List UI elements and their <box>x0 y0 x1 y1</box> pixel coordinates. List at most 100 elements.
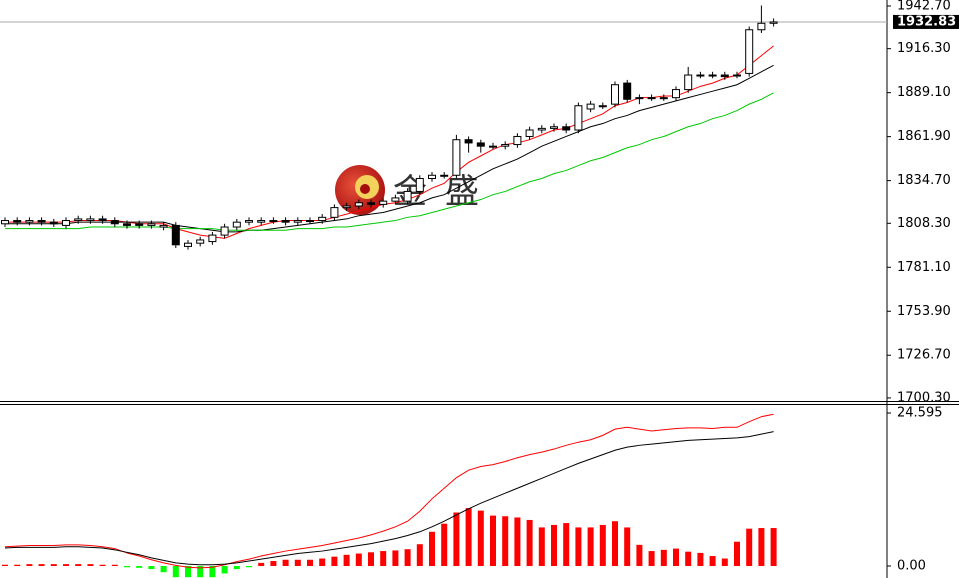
candle-body <box>232 221 241 228</box>
y-tick-label: 0.00 <box>897 558 926 573</box>
candle-body <box>720 74 729 78</box>
histogram-bar <box>111 564 118 566</box>
candle-body <box>281 220 290 223</box>
histogram-bar <box>770 528 777 566</box>
indicator-line <box>5 64 774 233</box>
candle-body <box>708 74 717 77</box>
histogram-bar <box>209 565 216 578</box>
candle-body <box>550 126 558 129</box>
histogram-bar <box>50 564 57 566</box>
candle-body <box>147 223 156 226</box>
histogram-bar <box>307 559 313 566</box>
histogram-bar <box>636 544 643 566</box>
candle-body <box>184 242 192 247</box>
histogram-bar <box>538 527 545 566</box>
histogram-bar <box>660 549 667 566</box>
histogram-bar <box>136 565 143 568</box>
histogram-bar <box>38 564 45 566</box>
candle-body <box>49 221 58 225</box>
indicator-panel <box>2 413 777 578</box>
histogram-bar <box>99 564 106 566</box>
histogram-bar <box>441 523 448 566</box>
histogram-bar <box>282 559 289 566</box>
candle-body <box>464 139 473 144</box>
histogram-bar <box>709 556 716 566</box>
candle-body <box>245 220 253 223</box>
histogram-bar <box>75 564 82 566</box>
candle-body <box>257 220 266 223</box>
histogram-bar <box>14 564 21 566</box>
histogram-bar <box>270 561 277 566</box>
candle-body <box>330 207 339 218</box>
candle-body <box>25 220 34 223</box>
histogram-bar <box>502 516 509 566</box>
candle-body <box>110 220 119 225</box>
histogram-bar <box>355 553 362 566</box>
histogram-bar <box>416 544 423 566</box>
y-tick-label: 1834.70 <box>897 173 951 188</box>
candle-body <box>574 105 583 131</box>
candle-body <box>611 84 619 105</box>
candle-body <box>123 223 131 226</box>
histogram-bar <box>526 519 533 566</box>
candle-body <box>159 224 168 228</box>
histogram-bar <box>160 565 167 573</box>
candle-body <box>391 197 400 202</box>
candle-body <box>745 29 754 74</box>
candle-body <box>733 74 741 77</box>
y-tick-label: 1889.10 <box>897 85 951 100</box>
candle-body <box>696 74 705 77</box>
histogram-bar <box>575 527 582 566</box>
candle-body <box>684 74 693 91</box>
histogram-bar <box>380 551 387 566</box>
histogram-bar <box>368 552 374 566</box>
candle-body <box>13 220 22 223</box>
histogram-bar <box>453 512 460 566</box>
candle-body <box>428 174 436 180</box>
y-tick-label: 1753.90 <box>897 304 951 319</box>
histogram-bar <box>63 564 69 566</box>
candle-body <box>623 82 632 100</box>
y-tick-label: 1861.90 <box>897 129 951 144</box>
candle-body <box>342 205 351 209</box>
candle-body <box>98 218 107 222</box>
indicator-line <box>5 92 774 231</box>
candle-body <box>537 127 546 131</box>
candle-body <box>440 174 449 177</box>
y-tick-label: 1726.70 <box>897 348 951 363</box>
histogram-bar <box>197 565 204 578</box>
histogram-bar <box>685 551 692 566</box>
candle-body <box>659 97 668 100</box>
histogram-bar <box>233 565 240 570</box>
candle-body <box>318 216 327 222</box>
histogram-bar <box>746 528 753 566</box>
candle-body <box>367 202 375 205</box>
y-tick-label: 1942.70 <box>897 0 951 13</box>
histogram-bar <box>221 565 228 574</box>
histogram-bar <box>477 510 484 566</box>
candle-body <box>135 223 144 226</box>
histogram-bar <box>648 551 655 566</box>
histogram-bar <box>319 558 326 566</box>
candle-body <box>379 200 388 205</box>
histogram-bar <box>87 564 94 566</box>
histogram-bar <box>612 521 618 566</box>
candle-body <box>672 89 680 99</box>
candle-body <box>196 239 205 244</box>
candle-body <box>86 218 95 222</box>
histogram-bar <box>624 527 631 566</box>
candle-body <box>757 22 766 31</box>
y-tick-label: 24.595 <box>897 405 943 420</box>
candle-body <box>452 139 461 176</box>
candle-body <box>220 226 229 236</box>
histogram-bar <box>294 559 301 566</box>
candle-body <box>403 190 412 202</box>
histogram-bar <box>258 562 265 566</box>
candle-body <box>501 144 510 147</box>
candle-body <box>1 220 9 225</box>
candle-body <box>74 218 83 222</box>
histogram-bar <box>734 541 740 566</box>
histogram-bar <box>721 558 728 566</box>
histogram-bar <box>392 550 399 566</box>
histogram-bar <box>404 549 411 566</box>
